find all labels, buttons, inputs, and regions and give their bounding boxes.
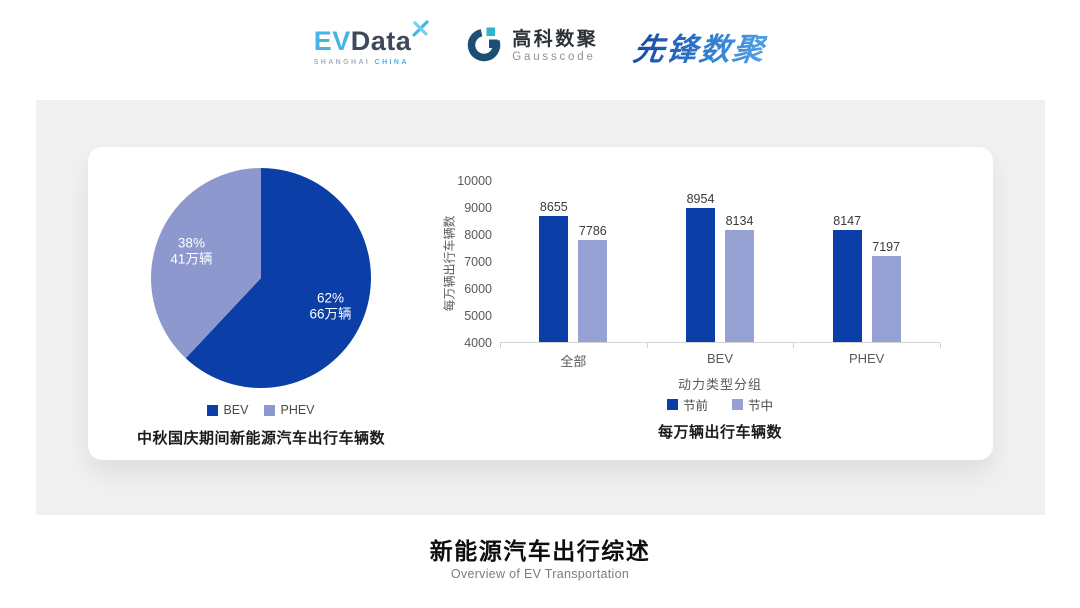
bar-节前-PHEV bbox=[832, 230, 862, 342]
footer-title: 新能源汽车出行综述 bbox=[429, 538, 651, 564]
evdata-subtext: SHANGHAI CHINA bbox=[314, 59, 430, 66]
x-axis-title: 动力类型分组 bbox=[677, 377, 762, 392]
pie-slice-phev bbox=[150, 168, 261, 359]
evdata-x-spark-icon bbox=[412, 19, 429, 42]
legend-swatch bbox=[666, 399, 678, 410]
bar-节中-BEV bbox=[725, 230, 754, 342]
legend-swatch bbox=[207, 404, 219, 416]
x-category-label: 全部 bbox=[560, 354, 587, 369]
legend-item: 节前 bbox=[666, 395, 708, 414]
pie-slice-label: 38% 41万辆 bbox=[170, 235, 212, 266]
bar-value-label: 8134 bbox=[725, 214, 754, 229]
pie-svg: 62% 66万辆 38% 41万辆 bbox=[150, 168, 371, 388]
bar-legend: 节前 节中 bbox=[500, 395, 940, 414]
bar-value-label: 7197 bbox=[872, 239, 901, 254]
legend-label: 节中 bbox=[748, 399, 774, 413]
pie-title: 中秋国庆期间新能源汽车出行车辆数 bbox=[136, 430, 385, 447]
evdata-data-text: Data bbox=[350, 25, 412, 56]
bar-value-label: 8655 bbox=[539, 200, 568, 215]
legend-item: 节中 bbox=[732, 395, 773, 414]
pie-legend: BEV PHEV bbox=[121, 403, 401, 417]
bar-title: 每万辆出行车辆数 bbox=[657, 424, 782, 441]
legend-label: BEV bbox=[223, 403, 249, 417]
x-category-label: BEV bbox=[706, 351, 733, 366]
pie-slice-bev bbox=[185, 168, 371, 388]
x-category-label: PHEV bbox=[848, 351, 885, 366]
legend-label: PHEV bbox=[280, 403, 315, 417]
bar-节中-全部 bbox=[578, 239, 608, 342]
y-tick-label: 7000 bbox=[464, 255, 492, 269]
pie-slice-label: 62% 66万辆 bbox=[310, 291, 352, 322]
x-axis-tick bbox=[646, 343, 648, 348]
y-tick-label: 9000 bbox=[464, 201, 492, 215]
x-axis-tick bbox=[793, 343, 795, 348]
gausscode-texts: 高科数聚 Gausscode bbox=[512, 28, 599, 64]
charts-panel: 62% 66万辆 38% 41万辆 BEV PHEV 中秋国庆期间新能源汽车出行车辆数 … bbox=[36, 100, 1045, 515]
gausscode-cn-text: 高科数聚 bbox=[512, 28, 599, 50]
y-tick-label: 10000 bbox=[457, 174, 492, 188]
bar-value-label: 8954 bbox=[686, 192, 715, 207]
y-tick-label: 5000 bbox=[464, 309, 492, 323]
pie-chart: 62% 66万辆 38% 41万辆 BEV PHEV 中秋国庆期间新能源汽车出行车辆数 bbox=[121, 158, 401, 448]
bar-节前-全部 bbox=[539, 216, 569, 342]
legend-label: 节前 bbox=[682, 399, 708, 413]
gausscode-en-text: Gausscode bbox=[512, 51, 596, 64]
logo-pioneer: 先锋数聚 bbox=[631, 24, 769, 69]
y-tick-label: 6000 bbox=[464, 282, 492, 296]
bar-节前-BEV bbox=[686, 208, 715, 342]
x-axis-tick bbox=[500, 343, 501, 348]
bar-plot bbox=[500, 181, 940, 343]
bar-value-label: 8147 bbox=[833, 214, 862, 229]
y-tick-label: 4000 bbox=[464, 336, 492, 350]
bar-value-label: 7786 bbox=[578, 223, 607, 238]
evdata-ev-text: EV bbox=[313, 25, 351, 56]
bar-chart: 每万辆出行车辆数 10000 9000 8000 7000 6000 5000 4000 动… bbox=[428, 167, 988, 457]
evdata-wordmark: EV Data bbox=[313, 19, 430, 56]
charts-card: 62% 66万辆 38% 41万辆 BEV PHEV 中秋国庆期间新能源汽车出行车辆数 … bbox=[88, 147, 993, 460]
logo-gausscode: 高科数聚 Gausscode bbox=[465, 25, 598, 68]
logo-evdata: EV Data SHANGHAI CHINA bbox=[313, 19, 430, 66]
footer-subtitle: Overview of EV Transportation bbox=[450, 567, 630, 581]
evdata-china-text: CHINA bbox=[374, 58, 409, 66]
gausscode-g-icon bbox=[465, 25, 503, 68]
bar-节中-PHEV bbox=[871, 255, 901, 342]
y-tick-label: 8000 bbox=[464, 228, 492, 242]
x-axis-tick bbox=[940, 343, 941, 348]
evdata-shanghai-text: SHANGHAI bbox=[313, 58, 371, 66]
legend-swatch bbox=[732, 399, 743, 410]
legend-item: BEV bbox=[207, 403, 248, 417]
legend-item: PHEV bbox=[264, 403, 315, 417]
logo-bar: EV Data SHANGHAI CHINA bbox=[0, 19, 1080, 69]
legend-swatch bbox=[264, 404, 276, 416]
